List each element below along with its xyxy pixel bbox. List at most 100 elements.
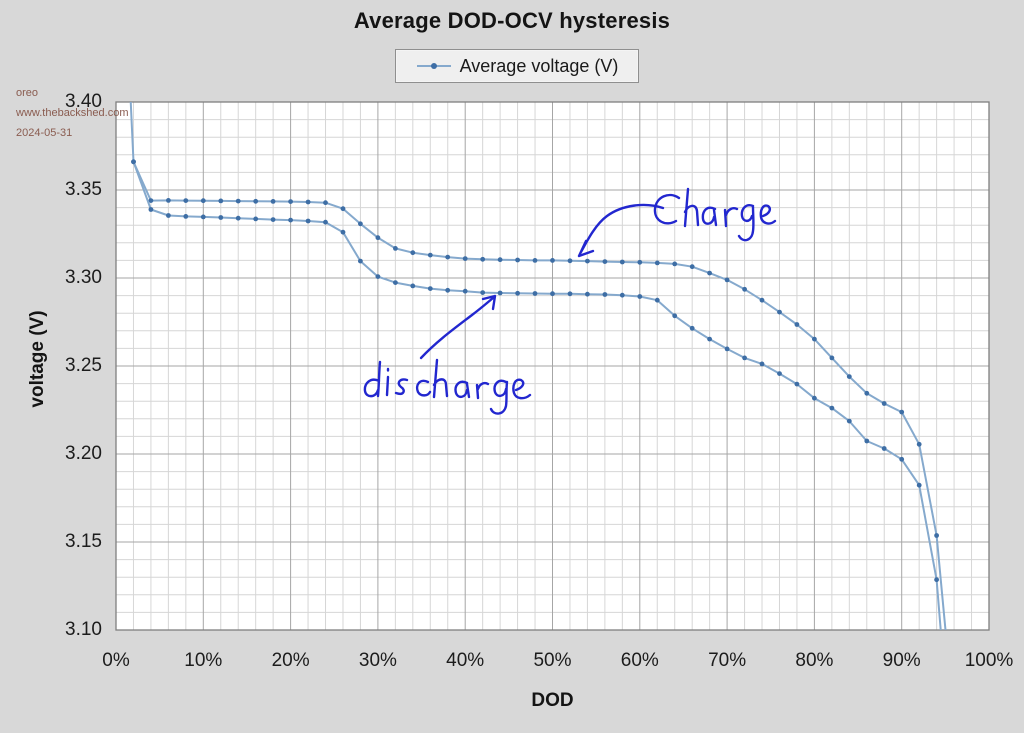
data-point-marker <box>340 229 346 235</box>
data-point-marker <box>288 199 293 205</box>
data-point-marker <box>654 260 660 266</box>
data-point-marker <box>916 441 922 447</box>
data-point-marker <box>497 290 503 296</box>
data-point-marker <box>759 361 765 367</box>
data-point-marker <box>724 277 730 283</box>
data-point-marker <box>218 198 224 204</box>
data-point-marker <box>532 291 538 296</box>
chart-title: Average DOD-OCV hysteresis <box>353 8 671 33</box>
data-point-marker <box>166 198 171 203</box>
data-point-marker <box>881 401 887 406</box>
x-tick-label: 0% <box>102 650 130 671</box>
data-point-marker <box>288 217 293 223</box>
data-point-marker <box>148 198 154 204</box>
data-point-marker <box>689 264 695 270</box>
data-point-marker <box>846 418 852 424</box>
y-tick-label: 3.15 <box>65 531 102 552</box>
data-point-marker <box>794 322 800 327</box>
data-point-marker <box>585 291 590 297</box>
data-point-marker <box>183 198 189 204</box>
data-point-marker <box>270 199 276 204</box>
data-point-marker <box>480 290 486 295</box>
data-point-marker <box>445 287 451 293</box>
charge-word-stroke <box>653 187 777 242</box>
watermark-user: oreo <box>16 87 39 99</box>
data-point-marker <box>200 198 206 204</box>
data-point-marker <box>759 297 765 303</box>
data-point-marker <box>131 159 136 165</box>
data-point-marker <box>916 482 922 488</box>
x-tick-label: 60% <box>620 650 659 671</box>
data-point-marker <box>829 355 835 361</box>
y-tick-label: 3.25 <box>65 355 102 376</box>
data-point-marker <box>689 325 695 331</box>
data-point-marker <box>323 219 328 225</box>
x-tick-label: 50% <box>533 650 572 671</box>
x-tick-label: 80% <box>795 650 834 671</box>
x-tick-label: 90% <box>882 650 921 671</box>
data-point-marker <box>340 206 346 212</box>
data-point-marker <box>375 274 381 279</box>
data-point-marker <box>393 280 398 285</box>
watermark-date: 2024-05-31 <box>16 127 73 139</box>
data-point-marker <box>375 235 381 241</box>
data-point-marker <box>305 199 311 205</box>
data-point-marker <box>881 446 887 451</box>
data-point-marker <box>742 286 747 292</box>
data-point-marker <box>253 198 259 204</box>
data-point-marker <box>724 346 730 352</box>
data-point-marker <box>358 258 363 264</box>
data-point-marker <box>707 270 712 276</box>
data-point-marker <box>742 355 747 361</box>
x-tick-label: 70% <box>708 650 747 671</box>
data-point-marker <box>602 259 608 264</box>
data-point-marker <box>148 207 154 212</box>
data-point-marker <box>515 290 520 296</box>
data-point-marker <box>619 292 625 298</box>
data-point-marker <box>934 577 939 583</box>
legend-label: Average voltage (V) <box>459 55 619 76</box>
x-tick-label: 40% <box>446 650 485 671</box>
y-tick-label: 3.35 <box>65 179 102 200</box>
y-tick-label: 3.10 <box>65 619 102 640</box>
data-point-marker <box>218 215 224 220</box>
data-point-marker <box>899 456 905 462</box>
data-point-marker <box>585 258 590 264</box>
data-point-marker <box>777 309 782 315</box>
data-point-marker <box>393 246 398 251</box>
data-point-marker <box>899 409 905 415</box>
y-tick-label: 3.40 <box>65 91 102 112</box>
discharge-word-stroke <box>363 358 532 415</box>
charge-arrow <box>577 203 665 258</box>
data-point-marker <box>305 218 311 224</box>
data-point-marker <box>427 286 433 291</box>
data-point-marker <box>462 288 468 294</box>
major-gridlines <box>116 102 989 630</box>
data-point-marker <box>358 221 363 227</box>
data-point-marker <box>550 258 555 263</box>
data-point-marker <box>532 258 538 263</box>
data-point-marker <box>445 254 451 260</box>
data-point-marker <box>672 261 678 267</box>
watermark-site: www.thebackshed.com <box>16 107 129 119</box>
data-point-marker <box>567 291 573 297</box>
discharge-curve <box>132 161 942 630</box>
handwritten-discharge-label <box>363 294 532 415</box>
data-point-marker <box>183 214 189 219</box>
x-tick-label: 100% <box>964 650 1014 671</box>
x-tick-label: 30% <box>358 650 397 671</box>
data-point-marker <box>829 405 835 411</box>
data-point-marker <box>166 213 171 218</box>
data-point-marker <box>812 336 817 342</box>
data-point-marker <box>654 297 660 303</box>
y-tick-label: 3.30 <box>65 267 102 288</box>
data-point-marker <box>864 438 870 444</box>
data-point-marker <box>427 252 433 258</box>
data-point-marker <box>497 257 503 263</box>
data-point-marker <box>270 217 276 223</box>
data-point-marker <box>672 313 678 319</box>
data-point-marker <box>812 395 817 401</box>
data-point-marker <box>567 258 573 264</box>
